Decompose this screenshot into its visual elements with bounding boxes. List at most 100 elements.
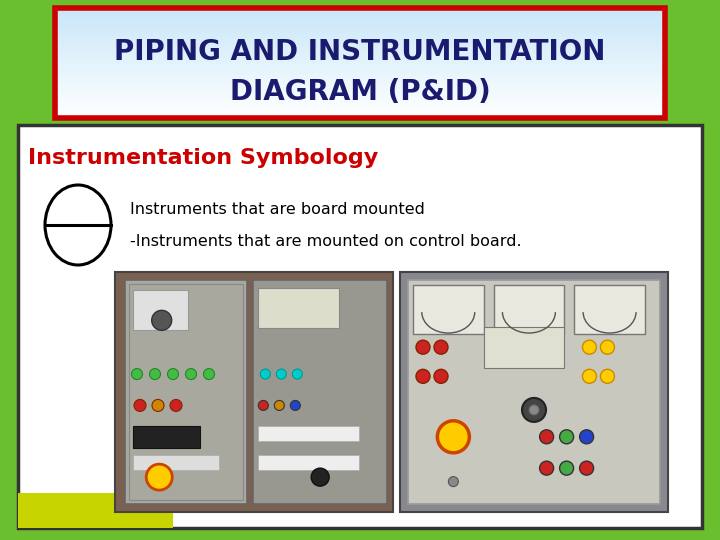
Circle shape	[522, 398, 546, 422]
Circle shape	[132, 369, 143, 380]
Bar	[55, 38, 665, 40]
Bar	[55, 103, 665, 105]
Bar	[55, 74, 665, 76]
Bar	[55, 16, 665, 18]
Circle shape	[168, 369, 179, 380]
Bar	[258, 288, 338, 328]
Circle shape	[449, 477, 459, 487]
Bar	[575, 285, 645, 334]
Bar	[55, 89, 665, 91]
Bar	[55, 39, 665, 42]
Circle shape	[276, 369, 287, 379]
Bar	[55, 115, 665, 117]
Circle shape	[152, 310, 171, 330]
Circle shape	[580, 430, 593, 444]
Bar	[55, 85, 665, 87]
Bar	[55, 18, 665, 19]
Bar	[55, 56, 665, 58]
Bar	[115, 272, 393, 512]
Circle shape	[582, 369, 596, 383]
Bar	[55, 69, 665, 70]
Bar	[55, 44, 665, 45]
Bar	[55, 110, 665, 112]
Bar	[253, 280, 387, 504]
Bar	[494, 285, 564, 334]
Bar	[55, 62, 665, 64]
Bar	[55, 102, 665, 103]
Bar	[18, 493, 173, 528]
Bar	[55, 117, 665, 118]
Text: -Instruments that are mounted on control board.: -Instruments that are mounted on control…	[130, 234, 521, 249]
Bar	[55, 8, 665, 10]
Bar	[55, 70, 665, 72]
Bar	[55, 99, 665, 100]
Bar	[55, 67, 665, 69]
Bar	[55, 72, 665, 75]
Bar	[55, 41, 665, 43]
Circle shape	[146, 464, 172, 490]
Bar	[55, 106, 665, 107]
Circle shape	[290, 401, 300, 410]
Bar	[55, 104, 665, 106]
Circle shape	[274, 401, 284, 410]
Bar	[55, 11, 665, 12]
Bar	[55, 84, 665, 85]
Bar	[55, 22, 665, 24]
Bar	[55, 53, 665, 55]
Circle shape	[311, 468, 329, 486]
Bar	[400, 272, 668, 512]
Bar	[55, 45, 665, 47]
Circle shape	[434, 369, 448, 383]
Bar	[55, 77, 665, 79]
Bar	[55, 59, 665, 60]
Bar	[55, 46, 665, 49]
Bar	[55, 96, 665, 98]
Bar	[55, 29, 665, 30]
Bar	[55, 8, 665, 118]
Bar	[55, 81, 665, 83]
Circle shape	[600, 369, 614, 383]
Circle shape	[186, 369, 197, 380]
Bar	[55, 78, 665, 80]
Bar	[55, 100, 665, 102]
Bar	[55, 42, 665, 44]
Circle shape	[529, 405, 539, 415]
Bar	[55, 55, 665, 57]
Text: PIPING AND INSTRUMENTATION: PIPING AND INSTRUMENTATION	[114, 38, 606, 66]
Ellipse shape	[45, 185, 111, 265]
Bar	[55, 64, 665, 66]
Bar	[55, 71, 665, 73]
Bar	[55, 12, 665, 14]
Bar	[484, 327, 564, 368]
Bar	[55, 31, 665, 33]
Circle shape	[261, 369, 270, 379]
Bar	[55, 9, 665, 11]
Bar	[55, 52, 665, 54]
Bar	[55, 21, 665, 22]
Bar	[55, 93, 665, 95]
Bar	[55, 34, 665, 36]
Circle shape	[600, 340, 614, 354]
Text: Instrumentation Symbology: Instrumentation Symbology	[28, 148, 378, 168]
Circle shape	[416, 369, 430, 383]
Bar	[133, 455, 219, 470]
Bar	[55, 48, 665, 50]
Bar	[55, 37, 665, 39]
Bar	[55, 63, 665, 65]
Circle shape	[292, 369, 302, 379]
Bar	[55, 15, 665, 17]
Bar	[125, 280, 248, 504]
Bar	[413, 285, 484, 334]
Bar	[55, 66, 665, 68]
Circle shape	[539, 461, 554, 475]
Bar	[55, 60, 665, 62]
Circle shape	[559, 461, 574, 475]
Text: DIAGRAM (P&ID): DIAGRAM (P&ID)	[230, 78, 490, 106]
Circle shape	[437, 421, 469, 453]
Bar	[55, 26, 665, 28]
Bar	[55, 87, 665, 90]
Bar	[18, 125, 702, 528]
Bar	[55, 92, 665, 94]
Bar	[55, 57, 665, 59]
Bar	[55, 109, 665, 110]
